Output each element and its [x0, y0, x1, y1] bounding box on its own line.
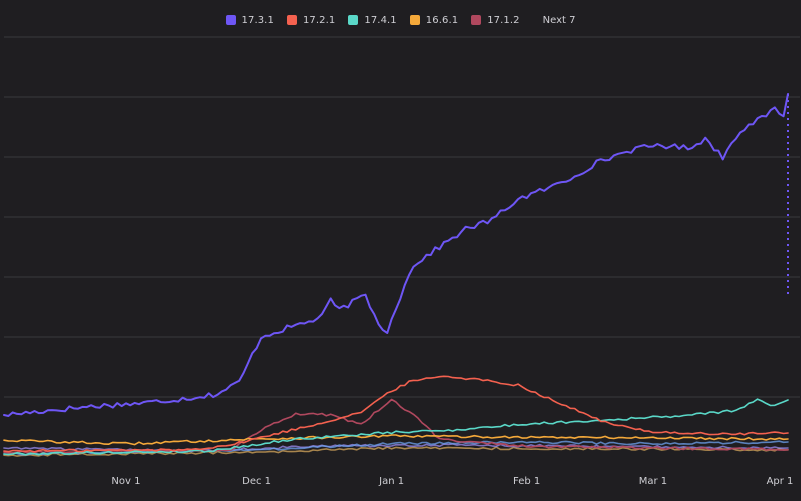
- x-tick-label: Dec 1: [242, 476, 271, 487]
- legend-next-button[interactable]: Next 7: [542, 14, 576, 26]
- legend: 17.3.1 17.2.1 17.4.1 16.6.1 17.1.2 Next 7: [0, 11, 801, 29]
- legend-swatch: [348, 15, 359, 25]
- x-tick-label: Nov 1: [111, 476, 140, 487]
- legend-item-16-6-1[interactable]: 16.6.1: [409, 14, 459, 26]
- x-tick-label: Jan 1: [378, 476, 404, 487]
- legend-swatch: [409, 15, 420, 25]
- legend-swatch: [225, 15, 236, 25]
- legend-label: 17.4.1: [364, 14, 397, 26]
- series-line-other-7: [3, 446, 789, 457]
- series-line-16-6-1: [3, 434, 789, 446]
- legend-item-17-2-1[interactable]: 17.2.1: [286, 14, 336, 26]
- legend-label: 17.2.1: [302, 14, 336, 26]
- legend-swatch: [471, 15, 482, 25]
- series-line-17-3-1: [3, 93, 789, 417]
- legend-label: 16.6.1: [425, 14, 459, 26]
- legend-item-17-4-1[interactable]: 17.4.1: [348, 14, 397, 26]
- x-tick-label: Apr 1: [767, 476, 794, 487]
- legend-swatch: [286, 15, 297, 25]
- legend-item-17-3-1[interactable]: 17.3.1: [225, 14, 274, 26]
- legend-item-17-1-2[interactable]: 17.1.2: [471, 14, 520, 26]
- legend-label: 17.3.1: [241, 14, 274, 26]
- x-tick-label: Mar 1: [639, 476, 667, 487]
- x-tick-label: Feb 1: [513, 476, 540, 487]
- series-line-17-2-1: [3, 375, 789, 453]
- series-line-17-4-1: [3, 398, 789, 456]
- legend-label: 17.1.2: [487, 14, 520, 26]
